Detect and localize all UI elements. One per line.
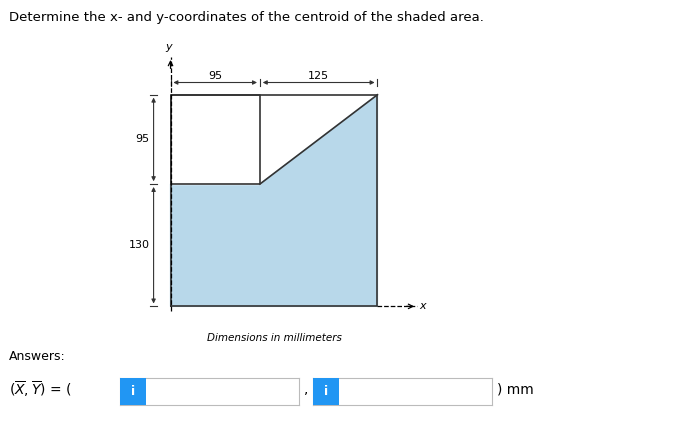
Text: $(\overline{X}, \overline{Y})$ = (: $(\overline{X}, \overline{Y})$ = ( <box>9 379 71 399</box>
Text: ) mm: ) mm <box>497 382 534 396</box>
Text: y: y <box>165 43 172 52</box>
Text: i: i <box>324 385 328 398</box>
Text: 130: 130 <box>129 240 150 250</box>
Text: Answers:: Answers: <box>9 350 65 363</box>
Text: ,: , <box>304 382 308 396</box>
Text: i: i <box>131 385 135 398</box>
Text: x: x <box>419 301 425 311</box>
Polygon shape <box>171 95 260 184</box>
Polygon shape <box>171 95 377 306</box>
Text: 125: 125 <box>308 71 329 81</box>
Text: Determine the x- and y-coordinates of the centroid of the shaded area.: Determine the x- and y-coordinates of th… <box>9 11 484 24</box>
Text: 95: 95 <box>208 71 222 81</box>
Text: 95: 95 <box>135 135 150 144</box>
Text: Dimensions in millimeters: Dimensions in millimeters <box>206 333 342 343</box>
